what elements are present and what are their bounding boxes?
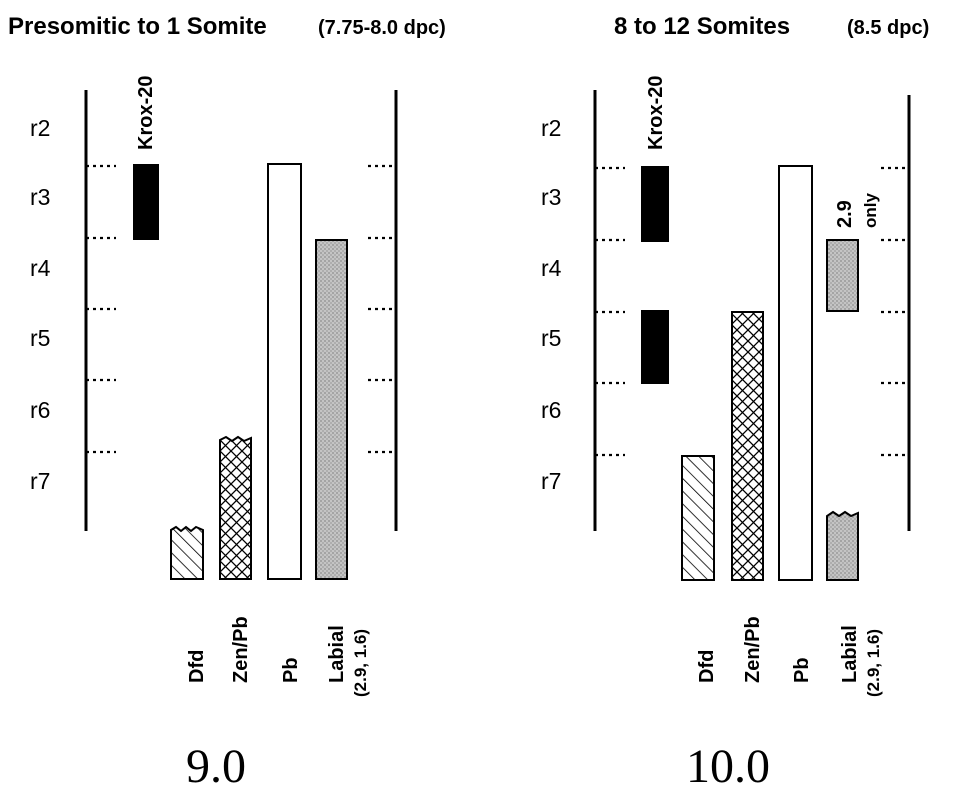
labial-expression-bar-upper — [827, 240, 858, 311]
column-label-zen-pb: Zen/Pb — [742, 616, 764, 683]
krox20-domain-r3 — [641, 166, 669, 242]
rhombomere-label: r3 — [30, 184, 50, 210]
column-sublabel-labial: (2.9, 1.6) — [864, 629, 883, 697]
dfd-expression-bar — [171, 527, 203, 579]
column-label-pb: Pb — [791, 657, 813, 683]
annotation-label: only — [861, 193, 880, 228]
panel-title: Presomitic to 1 Somite — [8, 13, 267, 40]
panel-subtitle: (7.75-8.0 dpc) — [318, 17, 446, 39]
pb-expression-bar — [268, 164, 301, 579]
column-label-dfd: Dfd — [186, 650, 208, 683]
labial-expression-bar — [316, 240, 347, 579]
krox20-label: Krox-20 — [135, 76, 157, 150]
figure-number: 10.0 — [686, 740, 770, 793]
rhombomere-label: r7 — [30, 468, 50, 494]
rhombomere-label: r6 — [30, 397, 50, 423]
column-label-labial: Labial — [326, 625, 348, 683]
zen-pb-expression-bar — [220, 437, 251, 579]
rhombomere-label: r5 — [30, 325, 50, 351]
figure-number: 9.0 — [186, 740, 246, 793]
rhombomere-boundaries — [86, 166, 396, 452]
dfd-expression-bar — [682, 456, 714, 580]
column-label-labial: Labial — [839, 625, 861, 683]
rhombomere-label: r4 — [541, 255, 562, 281]
panel-subtitle: (8.5 dpc) — [847, 17, 929, 39]
column-sublabel-labial: (2.9, 1.6) — [351, 629, 370, 697]
krox20-domain-r5 — [641, 310, 669, 384]
rhombomere-label: r6 — [541, 397, 561, 423]
rhombomere-label: r5 — [541, 325, 561, 351]
zen-pb-expression-bar — [732, 312, 763, 580]
pb-expression-bar — [779, 166, 812, 580]
column-label-zen-pb: Zen/Pb — [230, 616, 252, 683]
rhombomere-label: r2 — [541, 115, 561, 141]
krox20-label: Krox-20 — [645, 76, 667, 150]
rhombomere-label: r7 — [541, 468, 561, 494]
column-label-dfd: Dfd — [696, 650, 718, 683]
rhombomere-label: r2 — [30, 115, 50, 141]
rhombomere-label: r4 — [30, 255, 51, 281]
labial-expression-bar-lower — [827, 512, 858, 580]
panel-presomitic: Presomitic to 1 Somite (7.75-8.0 dpc) r2… — [8, 13, 446, 793]
panel-title: 8 to 12 Somites — [614, 13, 790, 40]
annotation-label: 2.9 — [834, 200, 856, 228]
column-label-pb: Pb — [280, 657, 302, 683]
panel-somites: 8 to 12 Somites (8.5 dpc) r2 r3 r4 r5 r6… — [541, 13, 929, 793]
rhombomere-label: r3 — [541, 184, 561, 210]
krox20-domain-r3 — [133, 164, 159, 240]
